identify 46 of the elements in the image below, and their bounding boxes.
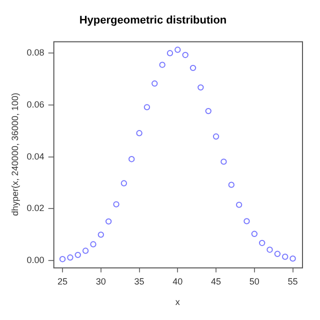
- point: [90, 241, 96, 248]
- point: [212, 133, 220, 140]
- point: [236, 202, 242, 208]
- chart-title: Hypergeometric distribution: [79, 14, 227, 27]
- point: [258, 240, 266, 246]
- point: [266, 246, 273, 253]
- point: [190, 64, 196, 72]
- point: [82, 248, 89, 254]
- point: [67, 254, 74, 261]
- x-tick-label: 55: [288, 276, 298, 286]
- y-tick-label: 0.04: [26, 151, 44, 162]
- point: [74, 252, 81, 258]
- x-tick-label: 40: [172, 276, 183, 286]
- point: [220, 158, 227, 165]
- point: [198, 84, 204, 91]
- y-tick-label: 0.00: [26, 255, 44, 266]
- point: [282, 254, 288, 260]
- point: [166, 50, 174, 56]
- y-axis-title: dhyper(x, 240000, 36000, 100): [10, 92, 20, 216]
- point: [274, 250, 281, 257]
- x-tick-label: 30: [96, 276, 106, 286]
- y-tick-label: 0.08: [26, 47, 44, 58]
- x-tick-label: 50: [249, 276, 260, 286]
- point: [105, 218, 112, 225]
- point: [152, 80, 158, 87]
- y-tick-label: 0.06: [26, 99, 44, 110]
- point: [159, 62, 166, 68]
- point: [59, 256, 66, 262]
- point: [290, 255, 296, 262]
- x-tick-label: 35: [134, 276, 144, 286]
- point: [251, 230, 258, 237]
- point: [144, 104, 150, 110]
- point: [98, 232, 104, 238]
- point: [136, 130, 142, 136]
- x-tick-label: 25: [58, 276, 68, 286]
- point: [120, 180, 128, 186]
- point: [228, 182, 234, 188]
- point: [182, 52, 188, 58]
- point: [113, 201, 120, 208]
- y-tick-label: 0.02: [26, 203, 44, 214]
- x-axis-title: x: [175, 297, 180, 308]
- point: [128, 156, 135, 162]
- point: [244, 218, 250, 224]
- x-tick-label: 45: [211, 276, 222, 286]
- point: [174, 46, 181, 53]
- point: [205, 108, 212, 114]
